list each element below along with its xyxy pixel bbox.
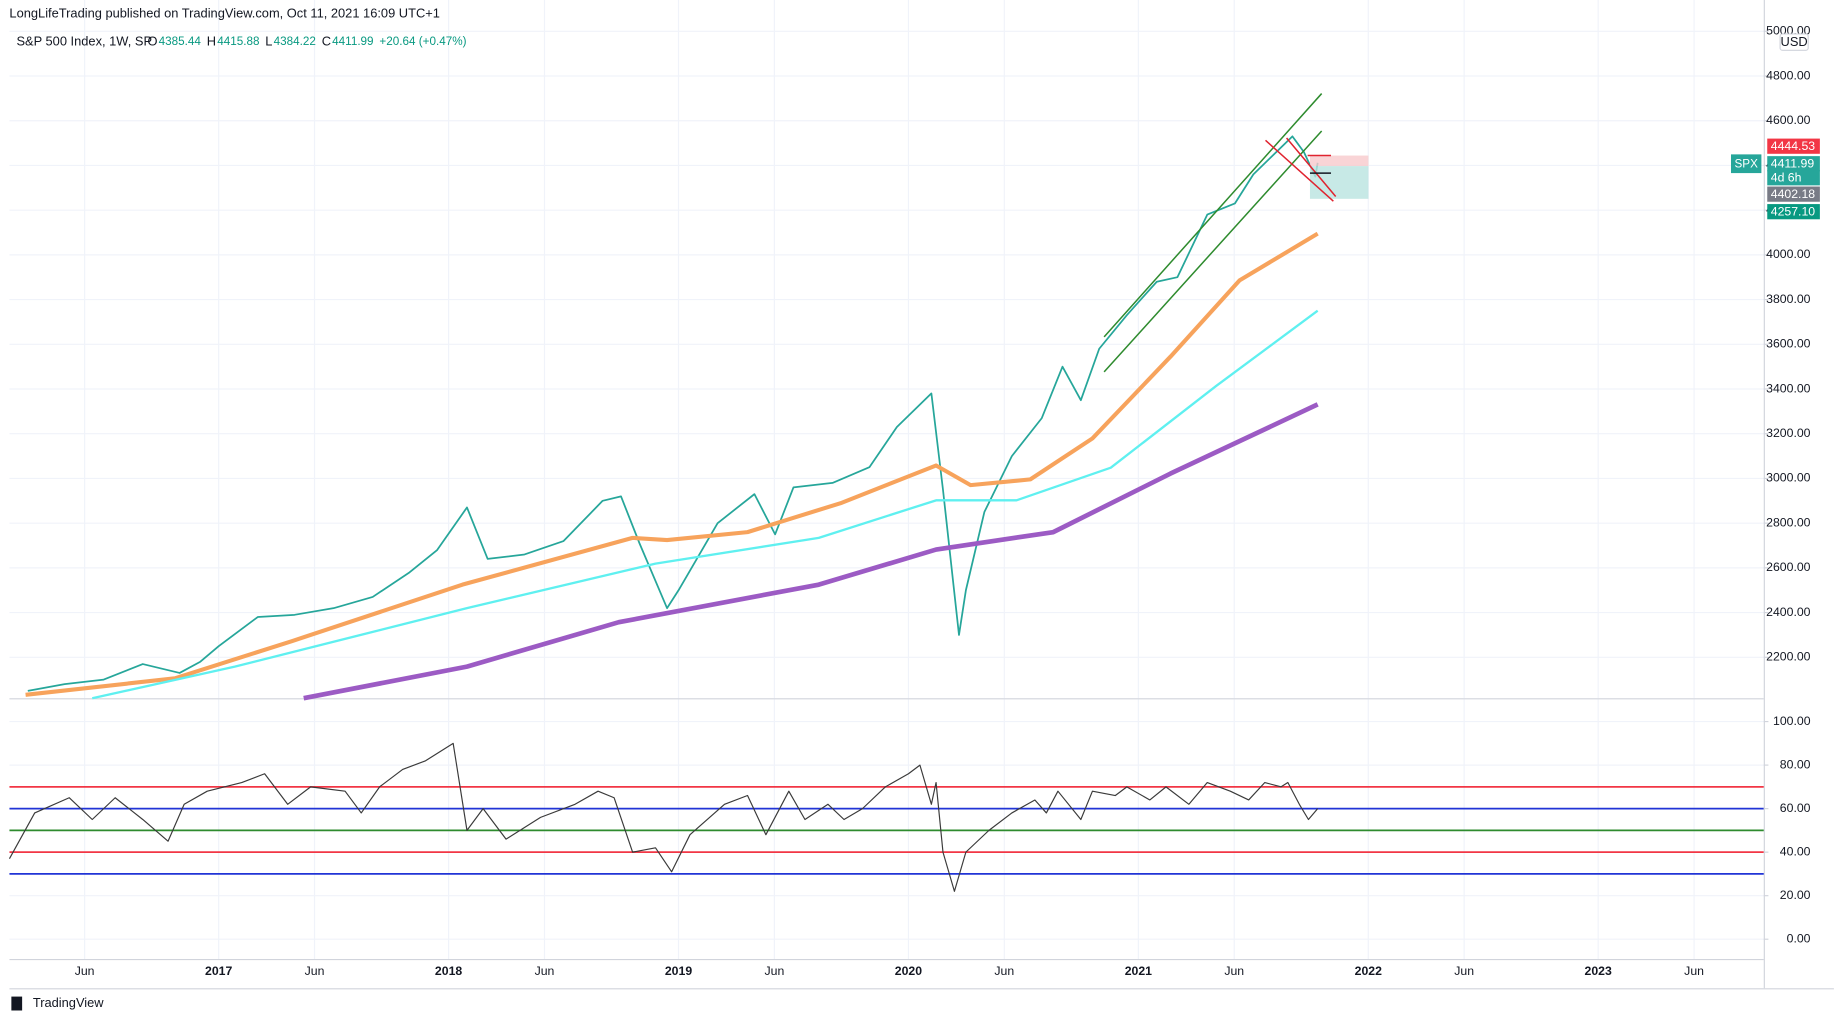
y-tick-label: 100.00 xyxy=(1773,714,1811,728)
price-badge: 4d 6h xyxy=(1771,171,1802,185)
x-tick-label: Jun xyxy=(305,964,325,978)
price-badge-bg xyxy=(1767,156,1820,172)
series-line xyxy=(303,402,1319,701)
y-tick-label: 2800.00 xyxy=(1766,515,1811,529)
series-line xyxy=(27,135,1319,692)
price-badge-bg xyxy=(1767,138,1820,154)
change: +20.64 (+0.47%) xyxy=(379,35,466,48)
series-line xyxy=(25,231,1319,697)
x-tick-label: 2018 xyxy=(435,964,462,978)
y-tick-label: 3800.00 xyxy=(1766,292,1811,306)
position-target-zone xyxy=(1309,166,1369,199)
ohlc-value: 4385.44 xyxy=(159,35,202,48)
axes: 2200.00 2400.00 2600.00 2800.00 3000.00 3200.… xyxy=(75,24,1811,979)
y-tick-label: 0.00 xyxy=(1787,931,1811,945)
y-tick-label: 40.00 xyxy=(1780,844,1811,858)
y-tick-label: 3000.00 xyxy=(1766,471,1811,485)
ohlc-key: L xyxy=(265,33,272,48)
y-tick-label: 2400.00 xyxy=(1766,605,1811,619)
y-tick-label: 3400.00 xyxy=(1766,381,1811,395)
price-badge: 4444.53 xyxy=(1771,139,1816,153)
y-tick-label: 3200.00 xyxy=(1766,426,1811,440)
position-stop-zone xyxy=(1309,155,1369,167)
price-badge-bg xyxy=(1767,204,1820,220)
footer: TradingView xyxy=(33,995,104,1010)
wedge-line xyxy=(1285,137,1337,197)
publisher: LongLifeTrading published on TradingView… xyxy=(9,5,439,20)
price-badge-bg xyxy=(1767,186,1820,202)
channel-line xyxy=(1103,93,1323,338)
x-tick-label: Jun xyxy=(75,964,95,978)
currency-box xyxy=(1779,33,1809,51)
y-tick-label: 60.00 xyxy=(1780,801,1811,815)
ohlc-key: O xyxy=(147,33,157,48)
y-tick-label: 4800.00 xyxy=(1766,68,1811,82)
ohlc-value: 4411.99 xyxy=(332,35,373,48)
y-tick-label: 2600.00 xyxy=(1766,560,1811,574)
x-tick-label: 2023 xyxy=(1585,964,1612,978)
logo-mark: ▇ xyxy=(11,995,23,1011)
y-tick-label: 3600.00 xyxy=(1766,337,1811,351)
x-tick-label: Jun xyxy=(535,964,555,978)
x-tick-label: 2021 xyxy=(1125,964,1152,978)
y-tick-label: 2200.00 xyxy=(1766,650,1811,664)
symbol-tag: SPX xyxy=(1735,157,1759,170)
x-tick-label: Jun xyxy=(994,964,1014,978)
y-tick-label: 20.00 xyxy=(1780,888,1811,902)
symbol: S&P 500 Index, 1W, SP xyxy=(16,33,152,48)
ohlc-key: C xyxy=(322,33,331,48)
series-line xyxy=(91,309,1319,700)
ohlc-legend: O 4385.44 H 4415.88 L 4384.22 C 4411.99 +20.64 (… xyxy=(147,33,466,48)
price-badge: 4402.18 xyxy=(1771,187,1816,201)
price-badge-bg xyxy=(1767,170,1820,186)
x-tick-label: 2017 xyxy=(205,964,232,978)
x-tick-label: 2019 xyxy=(665,964,692,978)
x-tick-label: Jun xyxy=(1224,964,1244,978)
y-tick-label: 4000.00 xyxy=(1766,247,1811,261)
ohlc-value: 4415.88 xyxy=(217,35,259,48)
x-tick-label: Jun xyxy=(765,964,785,978)
y-tick-label: 80.00 xyxy=(1780,757,1811,771)
price-badge: 4257.10 xyxy=(1771,205,1816,219)
channel-line xyxy=(1103,130,1323,373)
currency: USD xyxy=(1781,34,1808,49)
ohlc-key: H xyxy=(207,33,216,48)
symbol-tag-bg xyxy=(1730,154,1762,174)
x-tick-label: 2020 xyxy=(895,964,922,978)
price-badge: 4411.99 xyxy=(1771,157,1815,171)
series-line xyxy=(8,742,1319,892)
plot xyxy=(8,135,1764,892)
wedge-line xyxy=(1265,139,1334,202)
y-tick-label: 4600.00 xyxy=(1766,113,1811,127)
x-tick-label: 2022 xyxy=(1355,964,1382,978)
ohlc-value: 4384.22 xyxy=(274,35,316,48)
x-tick-label: Jun xyxy=(1684,964,1704,978)
x-tick-label: Jun xyxy=(1454,964,1474,978)
